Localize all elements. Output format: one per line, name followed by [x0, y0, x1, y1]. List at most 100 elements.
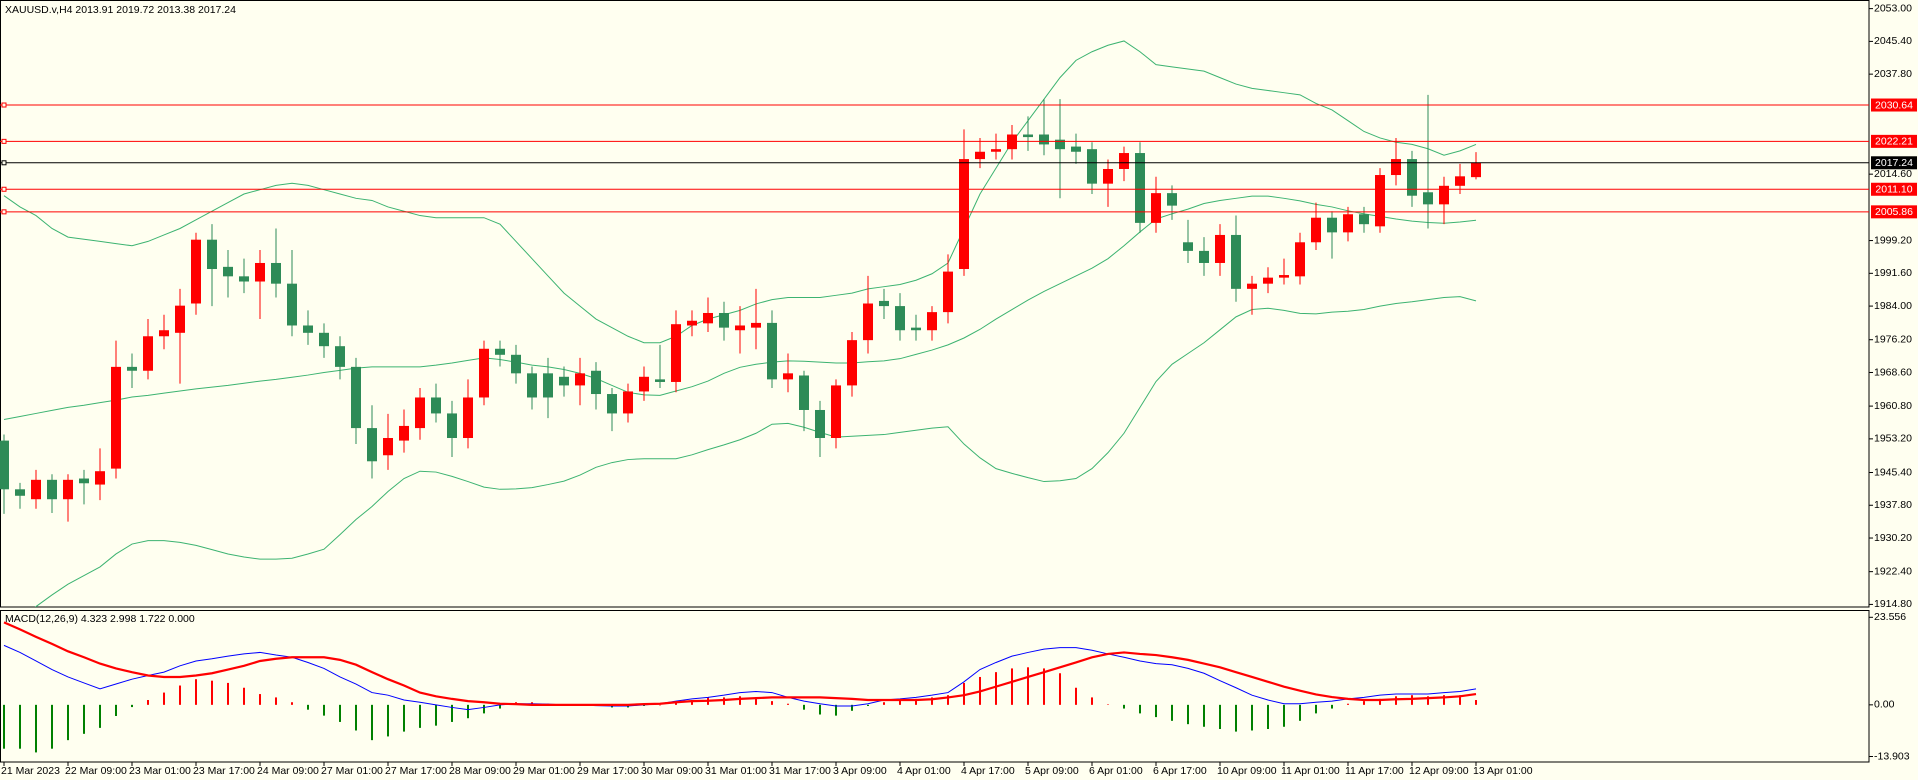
candle-body — [1039, 134, 1049, 145]
x-tick-label: 6 Apr 01:00 — [1089, 765, 1143, 777]
candle-body — [319, 332, 329, 347]
histogram-bar — [835, 704, 837, 716]
main-panel-border — [0, 0, 1870, 608]
candle-body — [639, 376, 649, 392]
histogram-bar — [163, 692, 165, 705]
candle-body — [799, 375, 809, 410]
histogram-bar — [1347, 703, 1349, 705]
x-tick-label: 22 Mar 09:00 — [65, 765, 127, 777]
candle-body — [655, 379, 665, 382]
macd-plot — [3, 621, 1477, 753]
macd-signal-line — [3, 621, 1477, 706]
candle-body — [159, 330, 169, 337]
x-tick-label: 27 Mar 01:00 — [321, 765, 383, 777]
candle-body — [863, 303, 873, 341]
y-tick-label: 2037.80 — [1874, 68, 1912, 80]
candle-body — [191, 239, 201, 304]
y-tick-label: 23.556 — [1874, 611, 1906, 623]
histogram-bar — [1267, 704, 1269, 729]
candle-body — [223, 266, 233, 277]
histogram-bar — [35, 704, 37, 753]
histogram-bar — [659, 704, 661, 706]
candle-body — [0, 440, 9, 490]
histogram-bar — [51, 704, 53, 749]
x-tick-label: 29 Mar 17:00 — [577, 765, 639, 777]
histogram-bar — [851, 704, 853, 711]
histogram-bar — [1123, 704, 1125, 709]
band-line — [34, 296, 1477, 607]
histogram-bar — [755, 697, 757, 705]
histogram-bar — [275, 697, 277, 705]
level-label-box — [1871, 134, 1917, 148]
level-label: 2005.86 — [1875, 206, 1913, 218]
histogram-bar — [419, 704, 421, 728]
histogram-bar — [179, 685, 181, 705]
candle-body — [719, 312, 729, 328]
level-anchor — [1, 160, 7, 166]
candle-body — [143, 336, 153, 371]
candle-body — [351, 366, 361, 429]
histogram-bar — [3, 704, 5, 749]
candle-body — [1423, 192, 1433, 205]
x-tick-label: 28 Mar 09:00 — [449, 765, 511, 777]
histogram-bar — [1219, 704, 1221, 729]
histogram-bar — [739, 696, 741, 705]
candle-body — [1263, 277, 1273, 284]
histogram-bar — [691, 700, 693, 705]
candle-body — [463, 397, 473, 439]
histogram-bar — [83, 704, 85, 734]
y-tick-label: 1991.60 — [1874, 267, 1912, 279]
histogram-bar — [1027, 667, 1029, 705]
histogram-bar — [1427, 696, 1429, 705]
histogram-bar — [323, 704, 325, 716]
level-anchor — [1, 209, 7, 215]
histogram-bar — [1187, 704, 1189, 725]
candle-body — [1215, 234, 1225, 263]
candle-body — [1247, 283, 1257, 289]
x-tick-label: 21 Mar 2023 — [1, 765, 60, 777]
candle-body — [479, 348, 489, 398]
histogram-bar — [451, 704, 453, 722]
x-tick-label: 27 Mar 17:00 — [385, 765, 447, 777]
y-tick-label: 2014.60 — [1874, 168, 1912, 180]
x-tick-label: 3 Apr 09:00 — [833, 765, 887, 777]
histogram-bar — [643, 704, 645, 706]
candle-body — [591, 370, 601, 395]
histogram-bar — [211, 680, 213, 705]
candle-body — [15, 489, 25, 496]
candle-body — [1311, 217, 1321, 243]
candle-body — [1327, 217, 1337, 233]
y-tick-label: 1937.80 — [1874, 499, 1912, 511]
x-tick-label: 5 Apr 09:00 — [1025, 765, 1079, 777]
candle-body — [671, 324, 681, 382]
candle-body — [1055, 139, 1065, 150]
histogram-bar — [1379, 698, 1381, 705]
level-anchor — [1, 186, 7, 192]
histogram-bar — [1315, 704, 1317, 714]
histogram-bar — [915, 698, 917, 705]
histogram-bar — [243, 687, 245, 705]
candle-body — [607, 394, 617, 414]
histogram-bar — [1395, 696, 1397, 705]
x-tick-label: 31 Mar 17:00 — [769, 765, 831, 777]
candle-body — [1391, 159, 1401, 176]
candle-body — [111, 366, 121, 469]
candle-body — [1471, 162, 1481, 178]
candle-body — [1343, 214, 1353, 233]
macd-panel-border — [0, 610, 1870, 763]
level-label: 2017.24 — [1875, 157, 1913, 169]
histogram-bar — [1203, 704, 1205, 727]
histogram-bar — [355, 704, 357, 731]
histogram-bar — [339, 704, 341, 722]
candle-body — [1135, 153, 1145, 223]
candle-body — [1375, 175, 1385, 227]
histogram-bar — [1331, 704, 1333, 709]
candle-body — [1407, 159, 1417, 196]
candle-body — [543, 373, 553, 398]
candle-body — [1151, 193, 1161, 223]
histogram-bar — [227, 682, 229, 705]
candle-body — [207, 239, 217, 270]
candle-body — [79, 478, 89, 484]
histogram-bar — [947, 695, 949, 705]
